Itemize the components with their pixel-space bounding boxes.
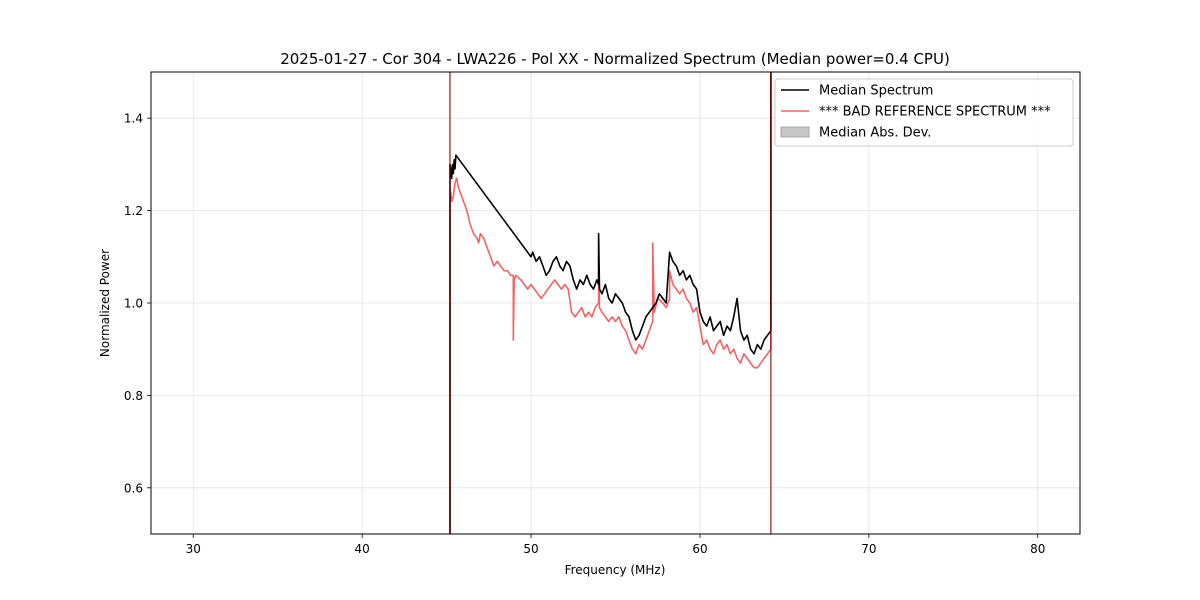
legend-label-mad: Median Abs. Dev. [819,126,931,141]
legend-box [774,78,1074,147]
legend-label-bad-reference: *** BAD REFERENCE SPECTRUM *** [819,105,1051,120]
series-layer [449,72,772,534]
axis-ticks: 30 40 50 60 70 80 0.6 0.8 1.0 1.2 1.4 [124,112,1046,556]
x-tick-label: 80 [1030,542,1045,556]
chart-title: 2025-01-27 - Cor 304 - LWA226 - Pol XX -… [280,50,950,68]
y-tick-label: 1.0 [124,297,143,311]
x-tick-label: 70 [861,542,876,556]
x-tick-label: 40 [354,542,369,556]
x-tick-label: 30 [186,542,201,556]
series-line-median [449,72,772,534]
series-line-bad-reference [449,72,772,534]
y-axis-label: Normalized Power [98,249,112,357]
legend: Median Spectrum *** BAD REFERENCE SPECTR… [774,78,1074,147]
x-axis-label: Frequency (MHz) [565,563,666,577]
y-tick-label: 1.4 [124,112,143,126]
y-tick-label: 0.8 [124,389,143,403]
y-tick-label: 1.2 [124,204,143,218]
legend-swatch-mad [780,126,810,138]
x-tick-label: 60 [692,542,707,556]
x-tick-label: 50 [523,542,538,556]
y-tick-label: 0.6 [124,481,143,495]
legend-label-median: Median Spectrum [819,84,933,99]
